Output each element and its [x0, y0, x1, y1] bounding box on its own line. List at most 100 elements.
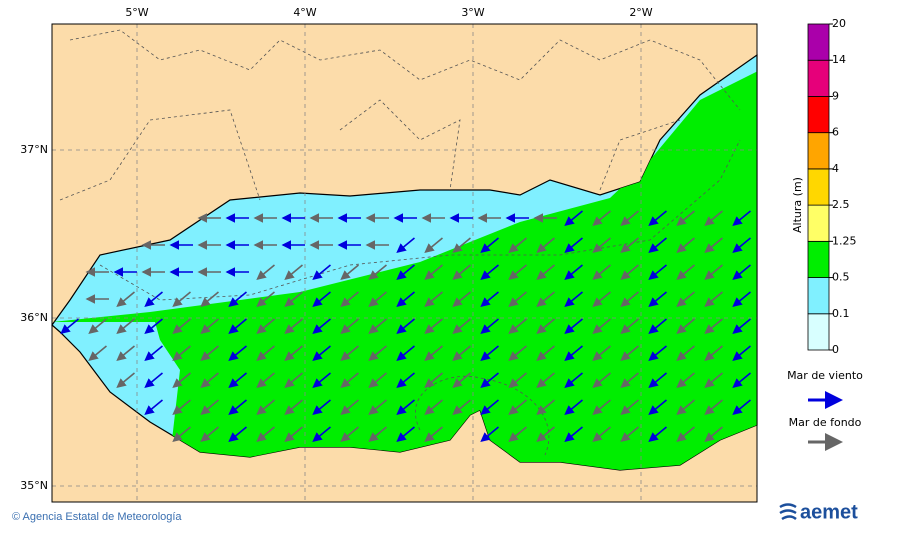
- wave-arrow: [536, 372, 555, 389]
- wave-arrow: [480, 372, 499, 389]
- wave-arrow: [676, 345, 695, 362]
- wave-arrow: [312, 372, 331, 389]
- wave-arrow: [508, 399, 527, 416]
- wave-arrow: [340, 399, 359, 416]
- wave-arrow: [592, 210, 611, 227]
- wave-arrow: [340, 426, 359, 443]
- wave-arrow: [396, 264, 415, 281]
- wave-arrow: [256, 426, 275, 443]
- wave-arrow: [228, 291, 247, 308]
- wave-arrow: [676, 264, 695, 281]
- wave-arrow: [564, 399, 583, 416]
- wave-arrow: [620, 291, 639, 308]
- colorbar-label: 6: [832, 126, 839, 139]
- wave-arrow: [620, 345, 639, 362]
- wave-arrow: [88, 318, 107, 335]
- wave-arrow: [396, 399, 415, 416]
- wave-arrow: [676, 291, 695, 308]
- wave-arrow: [480, 426, 499, 443]
- wave-arrow: [704, 372, 723, 389]
- wave-arrow: [732, 210, 751, 227]
- wave-arrow: [480, 399, 499, 416]
- wave-arrow: [144, 291, 163, 308]
- wave-arrow: [424, 372, 443, 389]
- wave-arrow: [592, 318, 611, 335]
- wave-arrow: [312, 399, 331, 416]
- wave-arrow: [172, 345, 191, 362]
- lon-label: 3°W: [461, 6, 484, 19]
- wave-arrow: [676, 318, 695, 335]
- wave-arrow: [144, 372, 163, 389]
- colorbar-label: 4: [832, 162, 839, 175]
- wave-arrow: [620, 264, 639, 281]
- wave-arrow: [452, 237, 471, 254]
- wave-arrow: [536, 399, 555, 416]
- colorbar-label: 0: [832, 343, 839, 356]
- wave-arrow: [424, 237, 443, 254]
- legend-label: Mar de fondo: [789, 416, 862, 429]
- wave-arrow: [564, 291, 583, 308]
- wave-arrow: [648, 345, 667, 362]
- wave-arrow: [368, 426, 387, 443]
- wave-arrow: [396, 318, 415, 335]
- wave-arrow: [396, 291, 415, 308]
- wave-arrow: [732, 372, 751, 389]
- borders: [59, 29, 741, 456]
- wave-arrow: [284, 318, 303, 335]
- wave-arrow: [536, 345, 555, 362]
- wave-arrow: [228, 372, 247, 389]
- wave-arrow: [424, 426, 443, 443]
- wave-arrow: [256, 399, 275, 416]
- wave-arrow: [172, 318, 191, 335]
- wave-arrow: [368, 291, 387, 308]
- wave-arrow: [676, 399, 695, 416]
- wave-arrow: [648, 291, 667, 308]
- wave-arrow: [368, 372, 387, 389]
- logo-text: aemet: [800, 501, 858, 523]
- wave-arrow: [340, 318, 359, 335]
- wave-arrow: [592, 399, 611, 416]
- wave-arrow: [256, 291, 275, 308]
- wave-arrow: [368, 399, 387, 416]
- wave-arrow: [200, 291, 219, 308]
- wave-arrow: [116, 291, 135, 308]
- wave-arrow: [172, 291, 191, 308]
- wave-arrow: [228, 318, 247, 335]
- lon-label: 2°W: [629, 6, 652, 19]
- wave-arrow: [732, 291, 751, 308]
- wave-arrow: [620, 426, 639, 443]
- wave-arrow: [508, 264, 527, 281]
- wave-arrow: [228, 426, 247, 443]
- wave-arrow: [424, 318, 443, 335]
- wave-arrow: [284, 291, 303, 308]
- legend-label: Mar de viento: [787, 369, 863, 382]
- colorbar-band: [807, 277, 830, 315]
- wave-arrow: [648, 210, 667, 227]
- wave-arrow: [88, 345, 107, 362]
- wave-arrow: [564, 372, 583, 389]
- wave-arrow: [368, 264, 387, 281]
- wave-arrow: [172, 399, 191, 416]
- wave-arrow: [732, 318, 751, 335]
- wave-arrow: [536, 264, 555, 281]
- wave-arrow: [116, 372, 135, 389]
- wave-arrow: [396, 372, 415, 389]
- wave-arrow: [312, 264, 331, 281]
- wave-arrow: [172, 372, 191, 389]
- colorbar-band: [807, 23, 830, 61]
- wave-arrow: [284, 345, 303, 362]
- wave-arrow: [732, 264, 751, 281]
- wave-arrow: [648, 426, 667, 443]
- wave-arrow: [676, 372, 695, 389]
- wave-arrow: [508, 318, 527, 335]
- wave-arrow: [144, 345, 163, 362]
- colorbar-label: 0.5: [832, 271, 850, 284]
- wave-arrow: [620, 372, 639, 389]
- colorbar-band: [807, 313, 830, 351]
- arrows: [60, 210, 751, 443]
- logo: aemet: [779, 501, 858, 523]
- wave-arrow: [620, 318, 639, 335]
- colorbar-label: 20: [832, 17, 846, 30]
- wave-arrow: [480, 318, 499, 335]
- wave-arrow: [452, 399, 471, 416]
